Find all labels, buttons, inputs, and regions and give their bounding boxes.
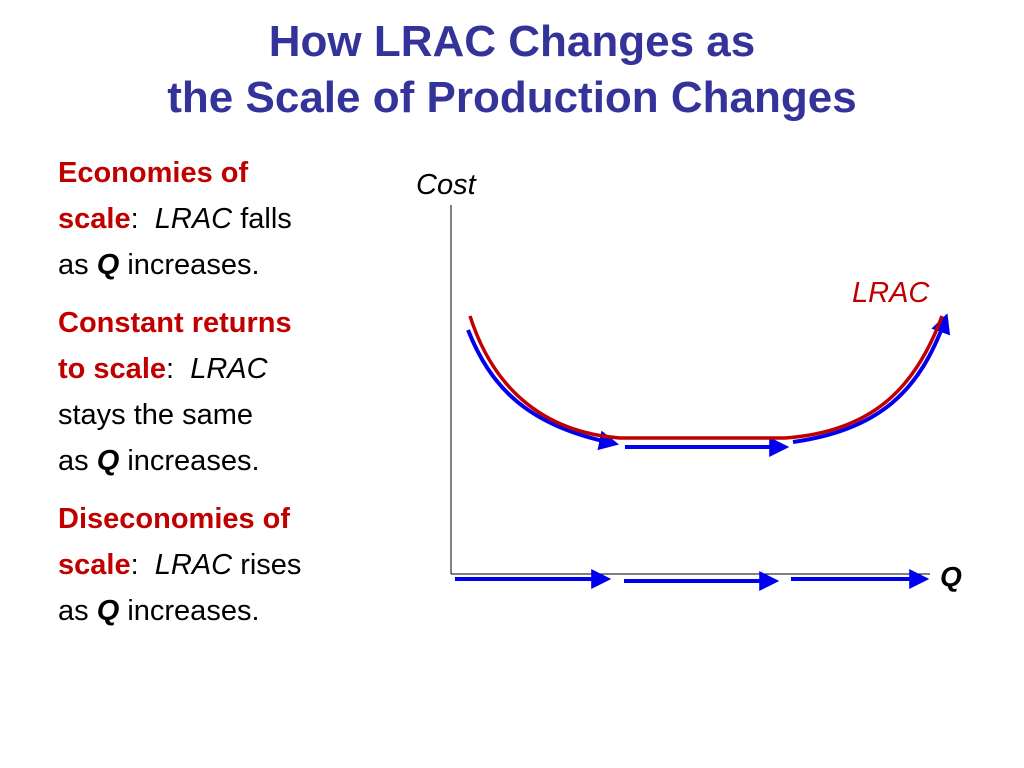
constant-curve-name: LRAC [190, 353, 268, 385]
economies-q: Q [96, 249, 120, 281]
economies-of-scale-item: Economies of scale: LRAC falls as Q incr… [58, 150, 388, 288]
diseconomies-of-scale-item: Diseconomies of scale: LRAC rises as Q i… [58, 496, 388, 634]
economies-curve-name: LRAC [154, 203, 233, 235]
y-axis-label: Cost [416, 169, 478, 201]
diseconomies-q: Q [96, 595, 120, 627]
diseconomies-term-line2: scale [58, 549, 131, 581]
economies-verb: falls [240, 203, 292, 235]
economies-post: increases. [127, 249, 260, 281]
page-title: How LRAC Changes as the Scale of Product… [0, 14, 1024, 126]
constant-pre: as [58, 445, 89, 477]
diseconomies-curve-name: LRAC [154, 549, 233, 581]
title-line-2: the Scale of Production Changes [167, 73, 857, 122]
title-line-1: How LRAC Changes as [268, 17, 756, 66]
constant-verb: stays the same [58, 399, 254, 431]
diseconomies-verb: rises [240, 549, 302, 581]
constant-colon: : [166, 353, 175, 385]
constant-post: increases. [127, 445, 260, 477]
constant-term-line1: Constant returns [58, 307, 292, 339]
rising-segment-arrow [792, 313, 951, 444]
lrac-curve [468, 315, 944, 440]
economies-colon: : [130, 203, 139, 235]
diseconomies-pre: as [58, 595, 89, 627]
explanation-list: Economies of scale: LRAC falls as Q incr… [58, 150, 388, 646]
economies-term-line1: Economies of [58, 157, 249, 189]
falling-segment-arrow [466, 329, 620, 451]
diseconomies-colon: : [130, 549, 139, 581]
x-axis-label: Q [940, 561, 962, 592]
lrac-curve-label: LRAC [852, 277, 930, 309]
economies-term-line2: scale [58, 203, 131, 235]
diseconomies-post: increases. [127, 595, 260, 627]
economies-pre: as [58, 249, 89, 281]
constant-q: Q [96, 445, 120, 477]
diseconomies-term-line1: Diseconomies of [58, 503, 291, 535]
constant-returns-item: Constant returns to scale: LRAC stays th… [58, 300, 388, 484]
constant-term-line2: to scale [58, 353, 166, 385]
